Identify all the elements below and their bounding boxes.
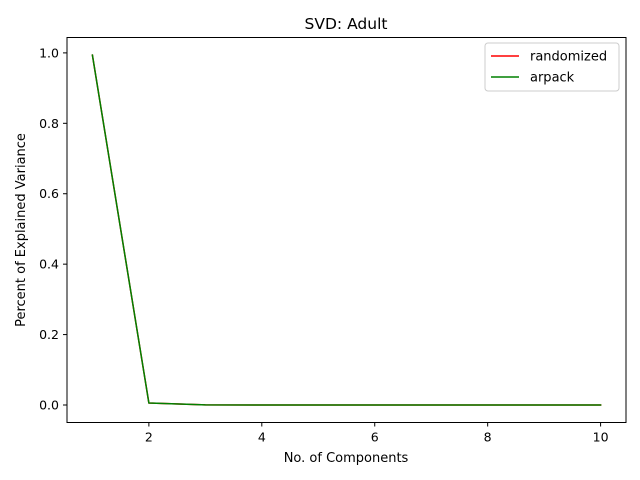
y-tick-label: 0.2 — [39, 327, 59, 342]
x-tick-label: 10 — [593, 430, 609, 445]
series-line-arpack — [91, 54, 602, 406]
y-tick-label: 0.8 — [39, 116, 59, 131]
series-lines — [91, 54, 602, 406]
x-axis-label: No. of Components — [284, 451, 409, 466]
ticks-layer: 2 4 6 8 10 0.0 0.2 0.4 0.6 0.8 1.0 — [39, 45, 608, 444]
plot-frame — [66, 37, 627, 423]
x-tick-label: 4 — [258, 430, 266, 445]
legend: randomized arpack — [484, 42, 620, 92]
legend-label: arpack — [530, 71, 575, 86]
series-line-randomized — [91, 54, 602, 406]
chart-title: SVD: Adult — [305, 15, 388, 33]
y-tick-label: 0.4 — [39, 257, 59, 272]
x-tick-label: 6 — [371, 430, 379, 445]
legend-box — [484, 42, 620, 92]
y-tick-label: 1.0 — [39, 45, 59, 60]
legend-label: randomized — [530, 50, 607, 65]
y-tick-label: 0.6 — [39, 186, 59, 201]
y-axis-label: Percent of Explained Variance — [14, 133, 29, 327]
x-tick-label: 8 — [484, 430, 492, 445]
x-tick-label: 2 — [145, 430, 153, 445]
y-tick-label: 0.0 — [39, 398, 59, 413]
